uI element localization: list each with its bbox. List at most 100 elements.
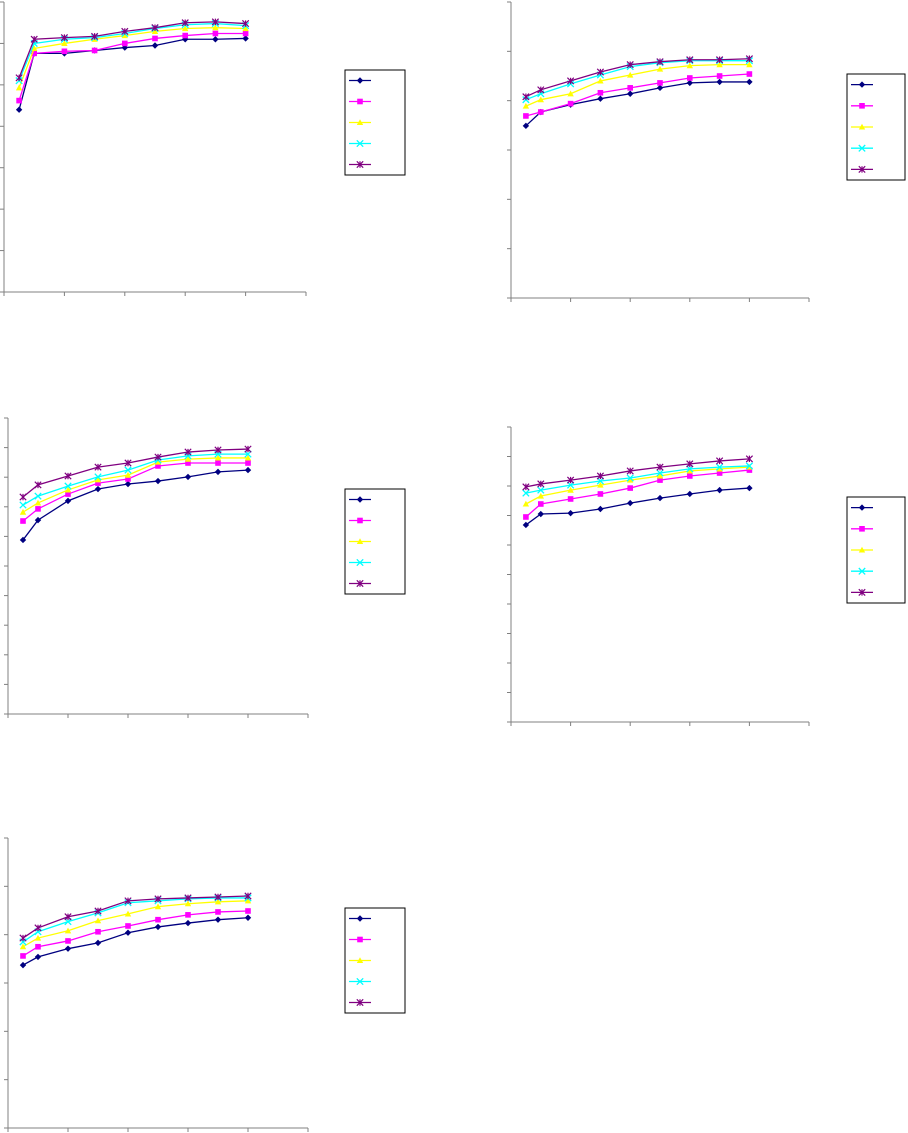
marker-triangle xyxy=(656,65,664,72)
marker-x xyxy=(715,463,724,471)
marker-square xyxy=(182,32,188,39)
series-line xyxy=(525,64,750,107)
marker-star xyxy=(211,18,220,26)
marker-star xyxy=(94,907,102,915)
marker-square xyxy=(215,909,221,915)
marker-diamond xyxy=(214,916,222,923)
marker-x xyxy=(858,144,866,152)
series-line xyxy=(22,457,248,513)
marker-triangle xyxy=(858,546,866,553)
marker-diamond xyxy=(597,95,604,102)
marker-diamond xyxy=(858,504,866,511)
marker-diamond xyxy=(15,106,23,113)
marker-star xyxy=(356,998,364,1007)
marker-square xyxy=(185,460,191,466)
marker-star xyxy=(686,56,694,64)
marker-square xyxy=(245,908,251,914)
marker-star xyxy=(626,61,634,69)
marker-diamond xyxy=(244,914,252,921)
marker-triangle xyxy=(94,476,102,483)
chart xyxy=(507,426,906,726)
marker-star xyxy=(30,35,38,43)
marker-triangle xyxy=(19,508,27,515)
chart xyxy=(0,1,406,296)
marker-x xyxy=(626,474,634,482)
marker-diamond xyxy=(627,499,634,507)
legend xyxy=(846,496,906,604)
marker-diamond xyxy=(656,84,664,92)
marker-triangle xyxy=(64,927,72,934)
marker-square xyxy=(523,514,529,520)
marker-diamond xyxy=(746,78,753,86)
marker-diamond xyxy=(214,468,222,476)
chart xyxy=(507,1,906,302)
marker-square xyxy=(35,943,41,950)
marker-square xyxy=(567,496,574,502)
marker-diamond xyxy=(34,516,42,524)
legend xyxy=(846,73,906,181)
marker-square xyxy=(859,526,865,532)
marker-diamond xyxy=(121,44,128,51)
chart xyxy=(4,837,406,1132)
marker-diamond xyxy=(356,915,364,922)
series-line xyxy=(22,469,249,541)
marker-diamond xyxy=(522,521,530,529)
marker-diamond xyxy=(356,77,364,84)
marker-square xyxy=(155,463,161,469)
marker-star xyxy=(745,455,754,463)
marker-triangle xyxy=(597,77,604,84)
marker-diamond xyxy=(716,486,723,494)
marker-star xyxy=(858,588,866,597)
marker-square xyxy=(95,480,101,486)
marker-square xyxy=(155,916,161,923)
marker-square xyxy=(627,85,633,91)
marker-square xyxy=(125,476,131,482)
marker-square xyxy=(657,477,663,483)
marker-star xyxy=(596,68,605,76)
marker-star xyxy=(34,924,42,932)
marker-diamond xyxy=(686,490,693,498)
marker-star xyxy=(151,24,159,32)
marker-star xyxy=(154,453,162,461)
marker-square xyxy=(215,460,221,466)
marker-star xyxy=(244,892,252,900)
marker-star xyxy=(656,58,664,66)
marker-triangle xyxy=(627,71,634,78)
marker-x xyxy=(522,489,530,497)
marker-triangle xyxy=(716,465,723,472)
marker-star xyxy=(626,467,634,475)
marker-star xyxy=(181,19,189,27)
marker-square xyxy=(242,30,249,37)
marker-square xyxy=(16,97,22,104)
marker-square xyxy=(357,936,363,943)
marker-triangle xyxy=(356,119,364,126)
marker-square xyxy=(65,938,71,944)
marker-diamond xyxy=(627,90,634,97)
series-line xyxy=(525,73,750,117)
marker-square xyxy=(597,89,604,96)
marker-triangle xyxy=(522,102,530,109)
marker-triangle xyxy=(567,486,574,493)
marker-star xyxy=(537,86,545,94)
marker-square xyxy=(61,48,68,55)
marker-square xyxy=(95,928,101,935)
marker-triangle xyxy=(214,454,222,461)
marker-x xyxy=(356,977,364,986)
marker-triangle xyxy=(627,476,634,483)
marker-triangle xyxy=(716,61,723,68)
marker-square xyxy=(746,467,753,473)
marker-diamond xyxy=(94,939,102,947)
marker-star xyxy=(64,472,72,480)
marker-diamond xyxy=(716,78,723,86)
marker-star xyxy=(34,481,42,489)
marker-square xyxy=(716,470,723,476)
marker-triangle xyxy=(154,903,162,910)
marker-diamond xyxy=(154,477,162,485)
marker-triangle xyxy=(656,472,664,479)
marker-square xyxy=(687,473,693,479)
marker-square xyxy=(91,47,98,54)
marker-star xyxy=(537,480,545,488)
marker-diamond xyxy=(746,484,753,492)
marker-star xyxy=(19,493,27,501)
